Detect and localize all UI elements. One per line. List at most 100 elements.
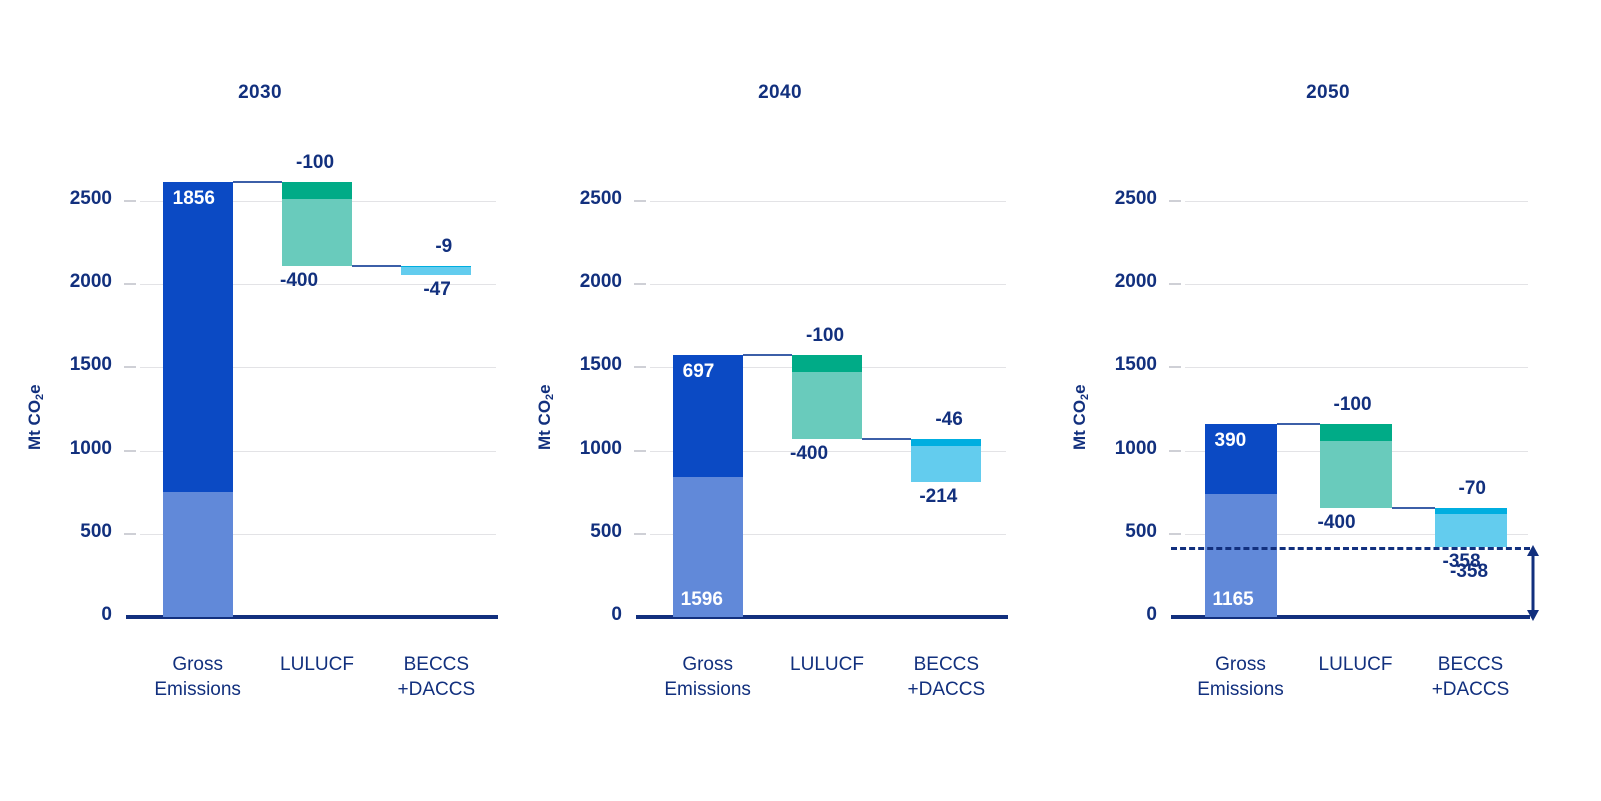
bar-segment-lulucf-upper: [1319, 424, 1392, 442]
bar-segment-beccs--daccs-upper: [1434, 507, 1507, 514]
x-axis-label-line1: BECCS: [913, 654, 980, 675]
bar-segment-gross-emissions-lower: [162, 491, 233, 617]
y-tick-label-0: 0: [611, 604, 622, 626]
gridline-1000: [140, 450, 496, 452]
chart-panel-2040: 2040: [520, 0, 1040, 801]
bar-segment-lulucf-upper: [282, 182, 352, 199]
gridline-2000: [1185, 283, 1528, 285]
bar-segment-lulucf-upper: [792, 355, 862, 372]
bar-segment-lulucf-lower: [1319, 441, 1392, 508]
bar-segment-beccs--daccs-upper: [401, 265, 472, 268]
y-tick-label-2500: 2500: [579, 187, 622, 209]
bar-segment-beccs--daccs-upper: [911, 438, 982, 447]
bar-segment-gross-emissions-lower: [1204, 493, 1277, 617]
y-tick-label-1000: 1000: [1114, 437, 1157, 459]
x-axis-label-beccs--daccs: BECCS +DACCS: [861, 652, 1031, 702]
y-tick-label-1500: 1500: [1114, 354, 1157, 376]
gridline-500: [140, 534, 496, 535]
value-label-gross-upper: 390: [1214, 430, 1247, 452]
y-axis-label-subscript: 2: [544, 393, 556, 400]
x-axis-label-line1: LULUCF: [790, 654, 864, 675]
gridline-500: [1185, 534, 1528, 535]
value-label-lulucf-upper: -100: [1333, 394, 1372, 416]
value-label-gross-upper: 697: [682, 361, 715, 383]
bar-connector-0: [1276, 423, 1320, 426]
x-axis-label-line2: +DACCS: [907, 679, 986, 700]
x-axis-label-line2: Emissions: [154, 679, 241, 700]
y-tick-label-1500: 1500: [579, 354, 622, 376]
x-axis-label-lulucf: LULUCF: [1270, 652, 1442, 677]
chart-panel-2030: 2030: [0, 0, 520, 801]
y-tick-label-2500: 2500: [69, 187, 112, 209]
value-label-lulucf-upper: -100: [296, 152, 335, 174]
y-tick-label-1000: 1000: [69, 437, 112, 459]
x-axis-label-line1: Gross: [1215, 654, 1266, 675]
y-tick-label-2000: 2000: [69, 270, 112, 292]
tick-dash-500: [124, 533, 136, 535]
x-axis-label-line1: LULUCF: [1318, 654, 1393, 675]
value-label-lulucf-lower: -400: [280, 269, 319, 291]
value-label-gross-lower: 1596: [680, 589, 723, 610]
y-tick-label-2000: 2000: [579, 270, 622, 292]
tick-dash-1500: [124, 366, 136, 369]
y-tick-label-1500: 1500: [69, 354, 112, 376]
zero-axis-line: [1171, 615, 1530, 619]
y-tick-label-0: 0: [101, 604, 112, 626]
panel-title-2030: 2030: [238, 82, 282, 103]
value-label-gross-lower: 1165: [1212, 589, 1254, 610]
x-axis-label-beccs--daccs: BECCS +DACCS: [351, 652, 521, 702]
tick-dash-1000: [124, 449, 136, 452]
bar-segment-lulucf-lower: [282, 198, 352, 266]
tick-dash-2500: [124, 199, 136, 202]
tick-dash-2000: [1169, 282, 1181, 285]
x-axis-label-line2: +DACCS: [397, 679, 476, 700]
gridline-2000: [650, 283, 1006, 285]
x-axis-label-lulucf: LULUCF: [742, 652, 912, 677]
x-axis-label-lulucf: LULUCF: [232, 652, 402, 677]
bar-segment-lulucf-lower: [792, 371, 862, 439]
value-label-beccs-lower: -214: [919, 485, 958, 507]
x-axis-label-line2: Emissions: [664, 679, 751, 700]
gridline-2500: [650, 200, 1006, 202]
x-axis-label-line1: LULUCF: [280, 654, 354, 675]
x-axis-label-line1: BECCS: [1437, 654, 1504, 675]
bar-segment-gross-emissions-lower: [672, 476, 743, 617]
value-label-gross-upper: 1856: [172, 188, 215, 210]
bar-connector-0: [232, 181, 282, 184]
tick-dash-500: [1169, 533, 1181, 535]
bar-connector-1: [1391, 506, 1435, 509]
x-axis-label-gross-emissions: Gross Emissions: [1155, 652, 1327, 702]
gridline-1500: [140, 367, 496, 369]
value-label-lulucf-lower: -400: [790, 442, 829, 464]
y-tick-label-2500: 2500: [1114, 187, 1157, 209]
x-axis-label-gross-emissions: Gross Emissions: [113, 652, 283, 702]
y-tick-label-500: 500: [590, 521, 622, 542]
panel-title-2040: 2040: [758, 82, 802, 103]
x-axis-label-line1: Gross: [682, 654, 733, 675]
y-tick-label-2000: 2000: [1114, 270, 1157, 292]
value-label-beccs-upper: -9: [435, 235, 453, 257]
tick-dash-2000: [124, 282, 136, 285]
bar-segment-gross-emissions-upper: [1204, 424, 1277, 494]
x-axis-label-gross-emissions: Gross Emissions: [623, 652, 793, 702]
bar-connector-1: [862, 437, 912, 440]
bar-segment-gross-emissions-upper: [162, 182, 233, 492]
zero-axis-line: [636, 615, 1008, 619]
y-tick-label-0: 0: [1146, 604, 1157, 626]
gridline-500: [650, 534, 1006, 535]
chart-panel-2050: 2050: [1055, 0, 1575, 801]
y-tick-label-1000: 1000: [579, 437, 622, 459]
gridline-1500: [1185, 367, 1528, 369]
bar-connector-0: [742, 354, 792, 357]
tick-dash-2500: [634, 199, 646, 202]
value-label-beccs-upper: -70: [1458, 477, 1486, 499]
x-axis-label-line1: BECCS: [403, 654, 470, 675]
tick-dash-2000: [634, 282, 646, 285]
bar-segment-beccs--daccs-lower: [1434, 513, 1507, 547]
x-axis-label-line2: +DACCS: [1431, 679, 1510, 700]
x-axis-label-beccs--daccs: BECCS +DACCS: [1385, 652, 1557, 702]
bar-segment-beccs--daccs-lower: [401, 267, 472, 276]
bar-segment-beccs--daccs-lower: [911, 446, 982, 482]
gridline-1000: [650, 450, 1006, 452]
